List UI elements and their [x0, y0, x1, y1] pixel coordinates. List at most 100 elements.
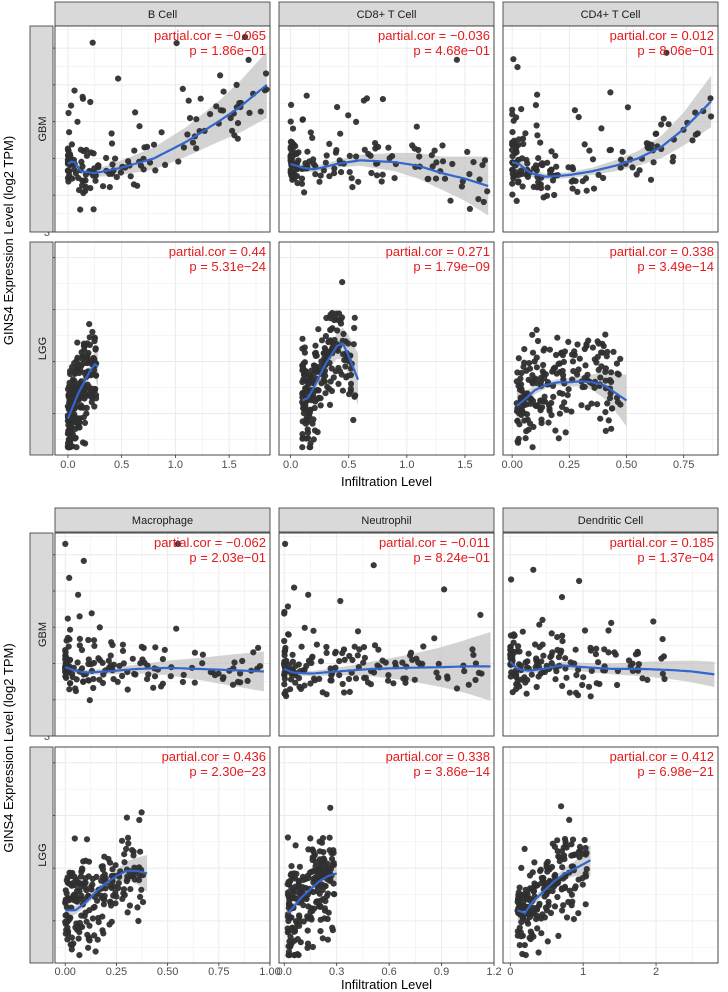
data-point — [433, 669, 440, 676]
data-point — [299, 116, 306, 123]
data-point — [239, 657, 246, 665]
data-point — [328, 672, 335, 679]
data-point — [593, 645, 600, 652]
data-point — [552, 152, 559, 159]
data-point — [572, 178, 579, 185]
data-point — [392, 659, 399, 667]
x-tick-label: 0.50 — [157, 966, 178, 978]
x-tick-label: 0.9 — [434, 966, 449, 978]
p-value-text: p = 3.49e−14 — [637, 259, 714, 274]
data-point — [343, 374, 350, 381]
data-point — [287, 676, 295, 683]
data-point — [523, 428, 530, 435]
data-point — [606, 377, 614, 384]
data-point — [372, 145, 379, 152]
data-point — [68, 934, 75, 941]
data-point — [305, 381, 312, 388]
data-point — [525, 360, 533, 367]
data-point — [415, 146, 422, 154]
data-point — [552, 676, 559, 683]
data-point — [515, 355, 522, 362]
data-point — [560, 902, 567, 909]
data-point — [475, 196, 482, 203]
data-point — [593, 680, 600, 687]
data-point — [129, 655, 136, 662]
data-point — [199, 660, 206, 667]
data-point — [517, 662, 525, 670]
panel-plot-area — [284, 804, 338, 959]
data-point — [385, 677, 392, 684]
y-axis-title: GINS4 Expression Level (log2 TPM) — [1, 136, 16, 345]
data-point — [91, 642, 98, 650]
data-point — [112, 862, 119, 869]
data-point — [78, 158, 85, 165]
data-point — [129, 847, 136, 854]
data-point — [110, 661, 117, 668]
row-strip-box — [29, 746, 54, 964]
data-point — [539, 404, 546, 411]
data-point — [322, 159, 329, 166]
data-point — [571, 107, 579, 114]
data-point — [311, 404, 318, 412]
data-point — [617, 164, 624, 171]
data-point — [303, 416, 310, 423]
data-point — [588, 667, 595, 675]
panel-grid — [55, 242, 270, 455]
data-point — [575, 114, 582, 121]
data-point — [292, 679, 299, 686]
p-value-text: p = 6.98e−21 — [637, 764, 714, 779]
data-point — [585, 337, 592, 344]
data-point — [581, 141, 588, 148]
data-point — [227, 115, 234, 122]
data-point — [614, 399, 622, 406]
data-point — [197, 95, 204, 102]
data-point — [291, 584, 298, 591]
x-tick-label: 0.50 — [616, 459, 637, 471]
data-point — [90, 904, 97, 911]
data-point — [284, 911, 292, 918]
data-point — [139, 899, 147, 906]
data-point — [80, 880, 87, 887]
data-point — [528, 671, 535, 678]
data-point — [555, 853, 562, 860]
data-point — [669, 158, 676, 165]
data-point — [590, 185, 598, 192]
data-point — [607, 146, 615, 153]
data-point — [90, 684, 97, 692]
data-point — [71, 87, 78, 94]
data-point — [559, 682, 566, 690]
data-point — [365, 150, 372, 158]
data-point — [68, 102, 75, 109]
data-point — [413, 123, 420, 130]
data-point — [189, 139, 197, 146]
data-point — [95, 914, 102, 922]
data-point — [382, 659, 389, 666]
data-point — [305, 372, 312, 379]
data-point — [327, 804, 334, 811]
data-point — [551, 873, 558, 880]
data-point — [532, 402, 539, 409]
data-point — [515, 894, 522, 901]
data-point — [310, 627, 317, 634]
data-point — [311, 675, 318, 682]
data-point — [325, 338, 332, 345]
data-point — [300, 918, 307, 925]
x-tick-label: 1.2 — [486, 966, 501, 978]
data-point — [115, 75, 122, 82]
data-point — [131, 864, 138, 871]
x-tick-label: 1.0 — [168, 459, 183, 471]
data-point — [575, 666, 582, 673]
data-point — [107, 652, 114, 659]
data-point — [288, 884, 295, 891]
data-point — [569, 836, 577, 843]
data-point — [99, 873, 106, 880]
data-point — [301, 344, 308, 351]
data-point — [566, 887, 573, 894]
data-point — [599, 349, 606, 356]
data-point — [338, 314, 346, 321]
data-point — [186, 115, 194, 122]
